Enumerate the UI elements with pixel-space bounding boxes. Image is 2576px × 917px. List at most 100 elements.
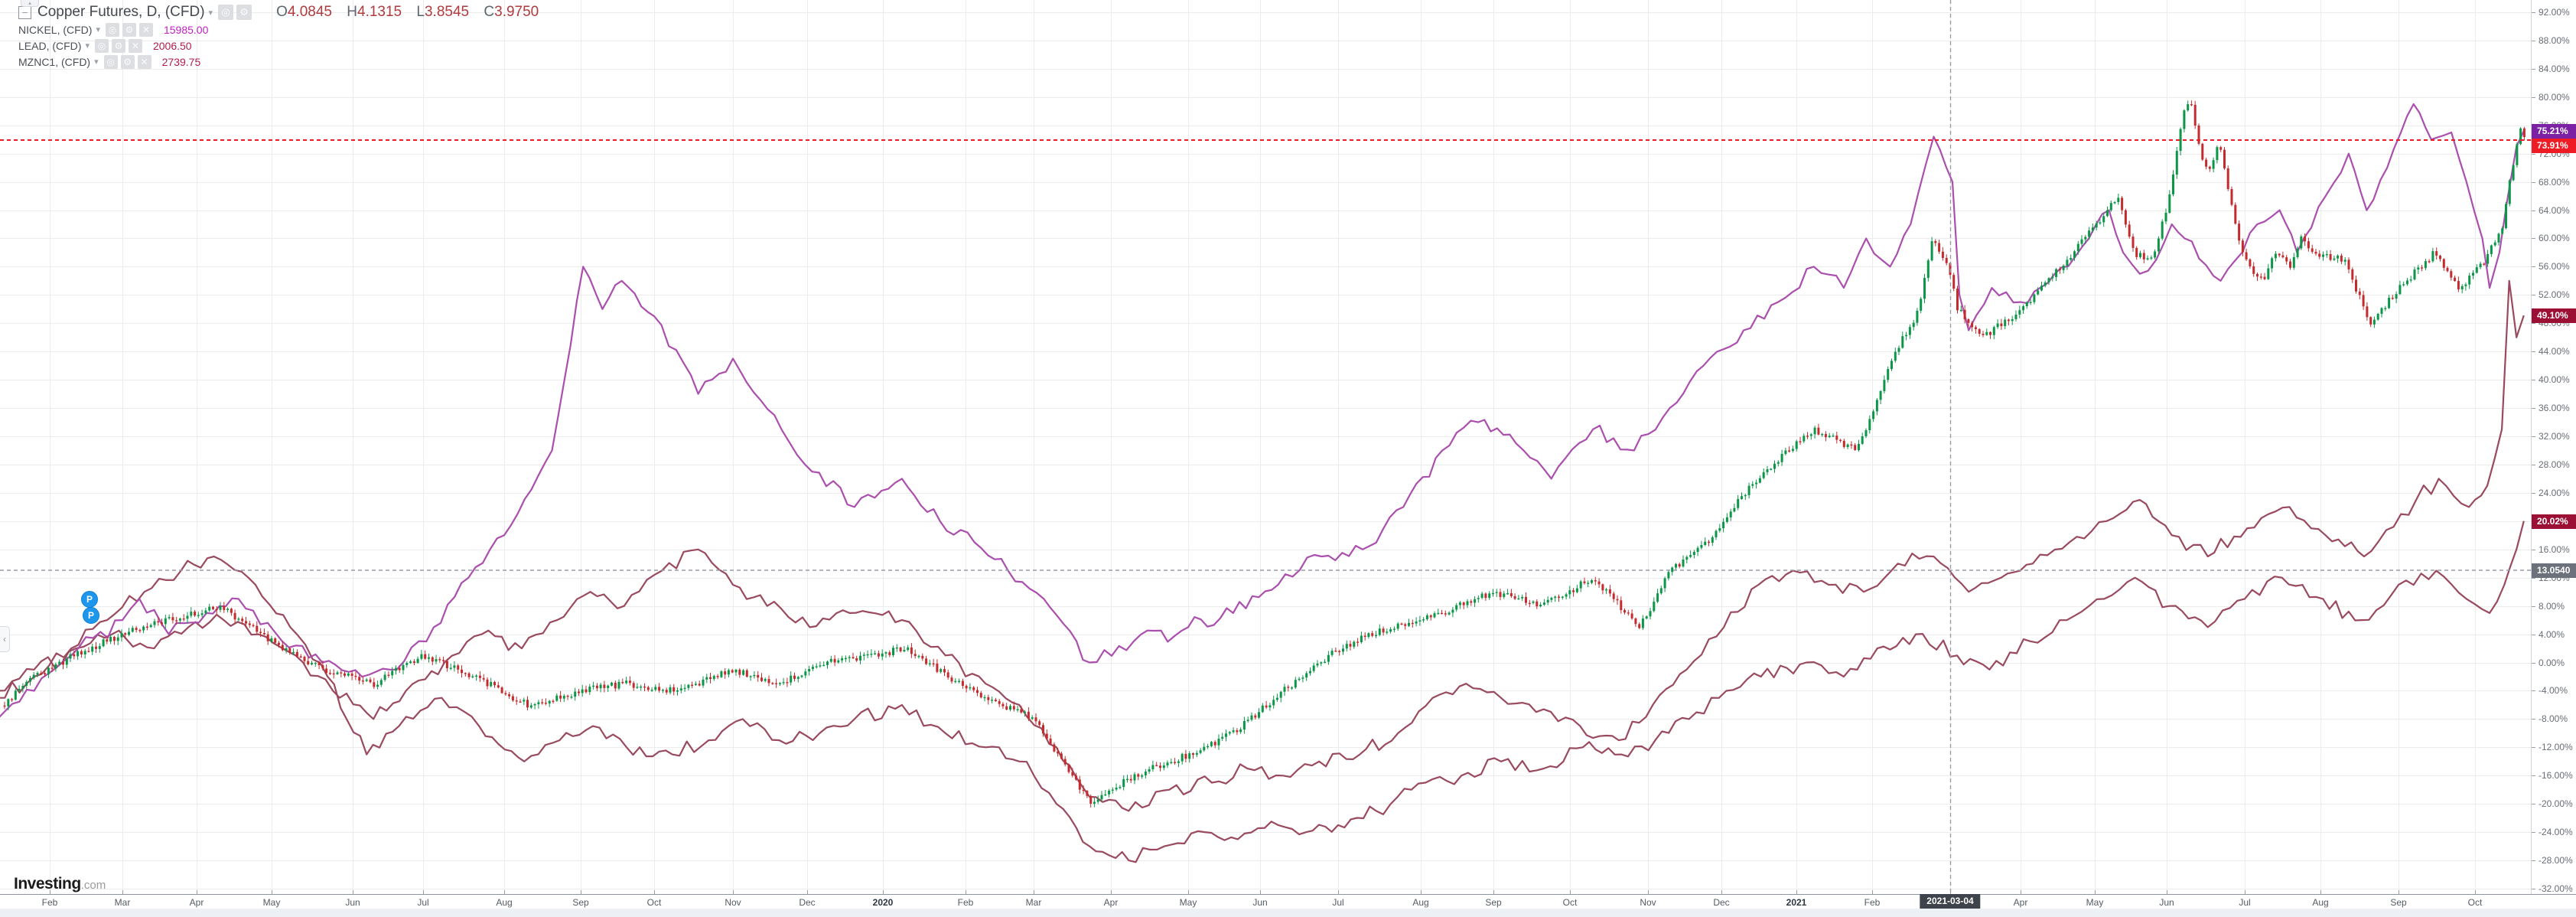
price-tick bbox=[2532, 12, 2535, 13]
gear-icon: ⚙ bbox=[239, 6, 249, 18]
price-tick-label: -28.00% bbox=[2539, 855, 2573, 866]
time-tick-label: 2021 bbox=[1786, 897, 1807, 908]
compare-row-nickel: NICKEL, (CFD) ▾ ◎ ⚙ ✕ 15985.00 bbox=[18, 21, 539, 38]
price-tick bbox=[2532, 69, 2535, 70]
hide-series-button[interactable]: ◎ bbox=[103, 54, 118, 69]
price-tick-label: -16.00% bbox=[2539, 770, 2573, 781]
time-tick-label: Dec bbox=[1713, 897, 1730, 908]
collapse-legend-icon[interactable]: − bbox=[18, 5, 31, 19]
chevron-down-icon[interactable]: ▾ bbox=[208, 8, 213, 18]
hide-series-button[interactable]: ◎ bbox=[105, 22, 119, 37]
time-tick-label: Dec bbox=[799, 897, 816, 908]
chevron-down-icon[interactable]: ▾ bbox=[85, 41, 90, 51]
series-settings-button[interactable]: ⚙ bbox=[111, 38, 125, 53]
price-scale[interactable]: 92.00%88.00%84.00%80.00%76.00%72.00%68.0… bbox=[2531, 0, 2576, 894]
price-tick-label: 52.00% bbox=[2539, 289, 2570, 300]
price-tick-label: 36.00% bbox=[2539, 403, 2570, 413]
time-tick-label: Nov bbox=[725, 897, 741, 908]
time-tick-label: Aug bbox=[496, 897, 513, 908]
close-icon: ✕ bbox=[131, 40, 140, 51]
time-tick-label: Mar bbox=[114, 897, 131, 908]
series-line-nickel bbox=[0, 103, 2525, 718]
lead-last-badge: 20.02% bbox=[2532, 514, 2576, 529]
time-tick-label: Aug bbox=[2312, 897, 2329, 908]
price-tick-label: -24.00% bbox=[2539, 827, 2573, 837]
time-tick-label: May bbox=[1179, 897, 1197, 908]
legend: − Copper Futures, D, (CFD) ▾ ◎ ⚙ O4.0845… bbox=[18, 3, 539, 70]
series-line-lead bbox=[0, 521, 2525, 863]
time-tick-label: 2020 bbox=[872, 897, 894, 908]
price-tick-label: 0.00% bbox=[2539, 658, 2565, 668]
price-tick-label: 56.00% bbox=[2539, 261, 2570, 272]
price-tick bbox=[2532, 493, 2535, 494]
hide-series-button[interactable]: ◎ bbox=[218, 5, 234, 20]
chart-plot-area[interactable] bbox=[0, 0, 2531, 894]
chart-canvas[interactable] bbox=[0, 0, 2531, 894]
nickel-last-badge: 75.21% bbox=[2532, 124, 2576, 139]
time-tick-label: Apr bbox=[2013, 897, 2028, 908]
price-tick bbox=[2532, 860, 2535, 861]
remove-series-button[interactable]: ✕ bbox=[137, 54, 151, 69]
price-tick bbox=[2532, 663, 2535, 664]
price-tick bbox=[2532, 578, 2535, 579]
price-tick-label: -32.00% bbox=[2539, 883, 2573, 894]
price-tick-label: 40.00% bbox=[2539, 374, 2570, 385]
eye-icon: ◎ bbox=[108, 24, 117, 35]
price-tick-label: 84.00% bbox=[2539, 64, 2570, 74]
close-icon: ✕ bbox=[142, 24, 151, 35]
time-tick-label: Jun bbox=[2159, 897, 2174, 908]
series-settings-button[interactable]: ⚙ bbox=[236, 5, 252, 20]
price-tick-label: -12.00% bbox=[2539, 742, 2573, 752]
time-tick-label: Feb bbox=[1864, 897, 1881, 908]
price-tick-label: 24.00% bbox=[2539, 488, 2570, 498]
remove-series-button[interactable]: ✕ bbox=[138, 22, 153, 37]
eye-icon: ◎ bbox=[106, 56, 115, 67]
series-settings-button[interactable]: ⚙ bbox=[120, 54, 135, 69]
time-tick-label: Feb bbox=[957, 897, 974, 908]
time-tick-label: Apr bbox=[189, 897, 204, 908]
price-tick-label: -8.00% bbox=[2539, 713, 2568, 724]
price-tick bbox=[2532, 210, 2535, 211]
crosshair-price-badge: 13.0540 bbox=[2532, 563, 2576, 578]
event-marker-p-2[interactable]: P bbox=[83, 607, 99, 624]
series-settings-button[interactable]: ⚙ bbox=[122, 22, 136, 37]
ohlc-values: O4.0845 H4.1315 L3.8545 C3.9750 bbox=[276, 4, 539, 20]
compare-series-title[interactable]: NICKEL, (CFD) bbox=[18, 23, 93, 36]
series-last-value: 15985.00 bbox=[163, 23, 209, 36]
chevron-down-icon[interactable]: ▾ bbox=[94, 57, 99, 67]
price-tick bbox=[2532, 154, 2535, 155]
series-last-value: 2739.75 bbox=[161, 55, 201, 68]
price-tick-label: -4.00% bbox=[2539, 685, 2568, 696]
remove-series-button[interactable]: ✕ bbox=[128, 38, 142, 53]
time-tick-label: Jul bbox=[1332, 897, 1344, 908]
main-series-row: − Copper Futures, D, (CFD) ▾ ◎ ⚙ O4.0845… bbox=[18, 3, 539, 21]
price-tick-label: 68.00% bbox=[2539, 177, 2570, 188]
price-tick bbox=[2532, 775, 2535, 776]
drawings-toolbar-handle[interactable]: ‹ bbox=[0, 626, 10, 652]
price-tick bbox=[2532, 266, 2535, 267]
gear-icon: ⚙ bbox=[114, 40, 123, 51]
compare-row-lead: LEAD, (CFD) ▾ ◎ ⚙ ✕ 2006.50 bbox=[18, 38, 539, 54]
eye-icon: ◎ bbox=[97, 40, 106, 51]
price-tick bbox=[2532, 606, 2535, 607]
time-tick-label: Sep bbox=[1485, 897, 1502, 908]
time-scale[interactable]: 2021-03-04 Feb Mar Apr May Jun Jul Aug Sep Oct No… bbox=[0, 894, 2576, 909]
compare-series-title[interactable]: MZNC1, (CFD) bbox=[18, 55, 91, 68]
eye-icon: ◎ bbox=[221, 6, 230, 18]
collapse-panel-tab[interactable]: ▴ bbox=[21, 0, 39, 7]
price-tick bbox=[2532, 97, 2535, 98]
compare-series-title[interactable]: LEAD, (CFD) bbox=[18, 39, 82, 52]
time-tick-label: Sep bbox=[2390, 897, 2407, 908]
time-tick-label: Jun bbox=[1252, 897, 1268, 908]
price-tick bbox=[2532, 408, 2535, 409]
event-marker-p-1[interactable]: P bbox=[81, 591, 98, 608]
hide-series-button[interactable]: ◎ bbox=[94, 38, 109, 53]
time-tick-label: Sep bbox=[572, 897, 589, 908]
time-tick-label: Feb bbox=[41, 897, 58, 908]
chevron-down-icon[interactable]: ▾ bbox=[96, 25, 100, 34]
main-series-title[interactable]: Copper Futures, D, (CFD) bbox=[37, 4, 205, 20]
price-tick bbox=[2532, 747, 2535, 748]
time-tick-label: Jul bbox=[2239, 897, 2251, 908]
close-icon: ✕ bbox=[140, 56, 148, 67]
price-tick bbox=[2532, 182, 2535, 183]
